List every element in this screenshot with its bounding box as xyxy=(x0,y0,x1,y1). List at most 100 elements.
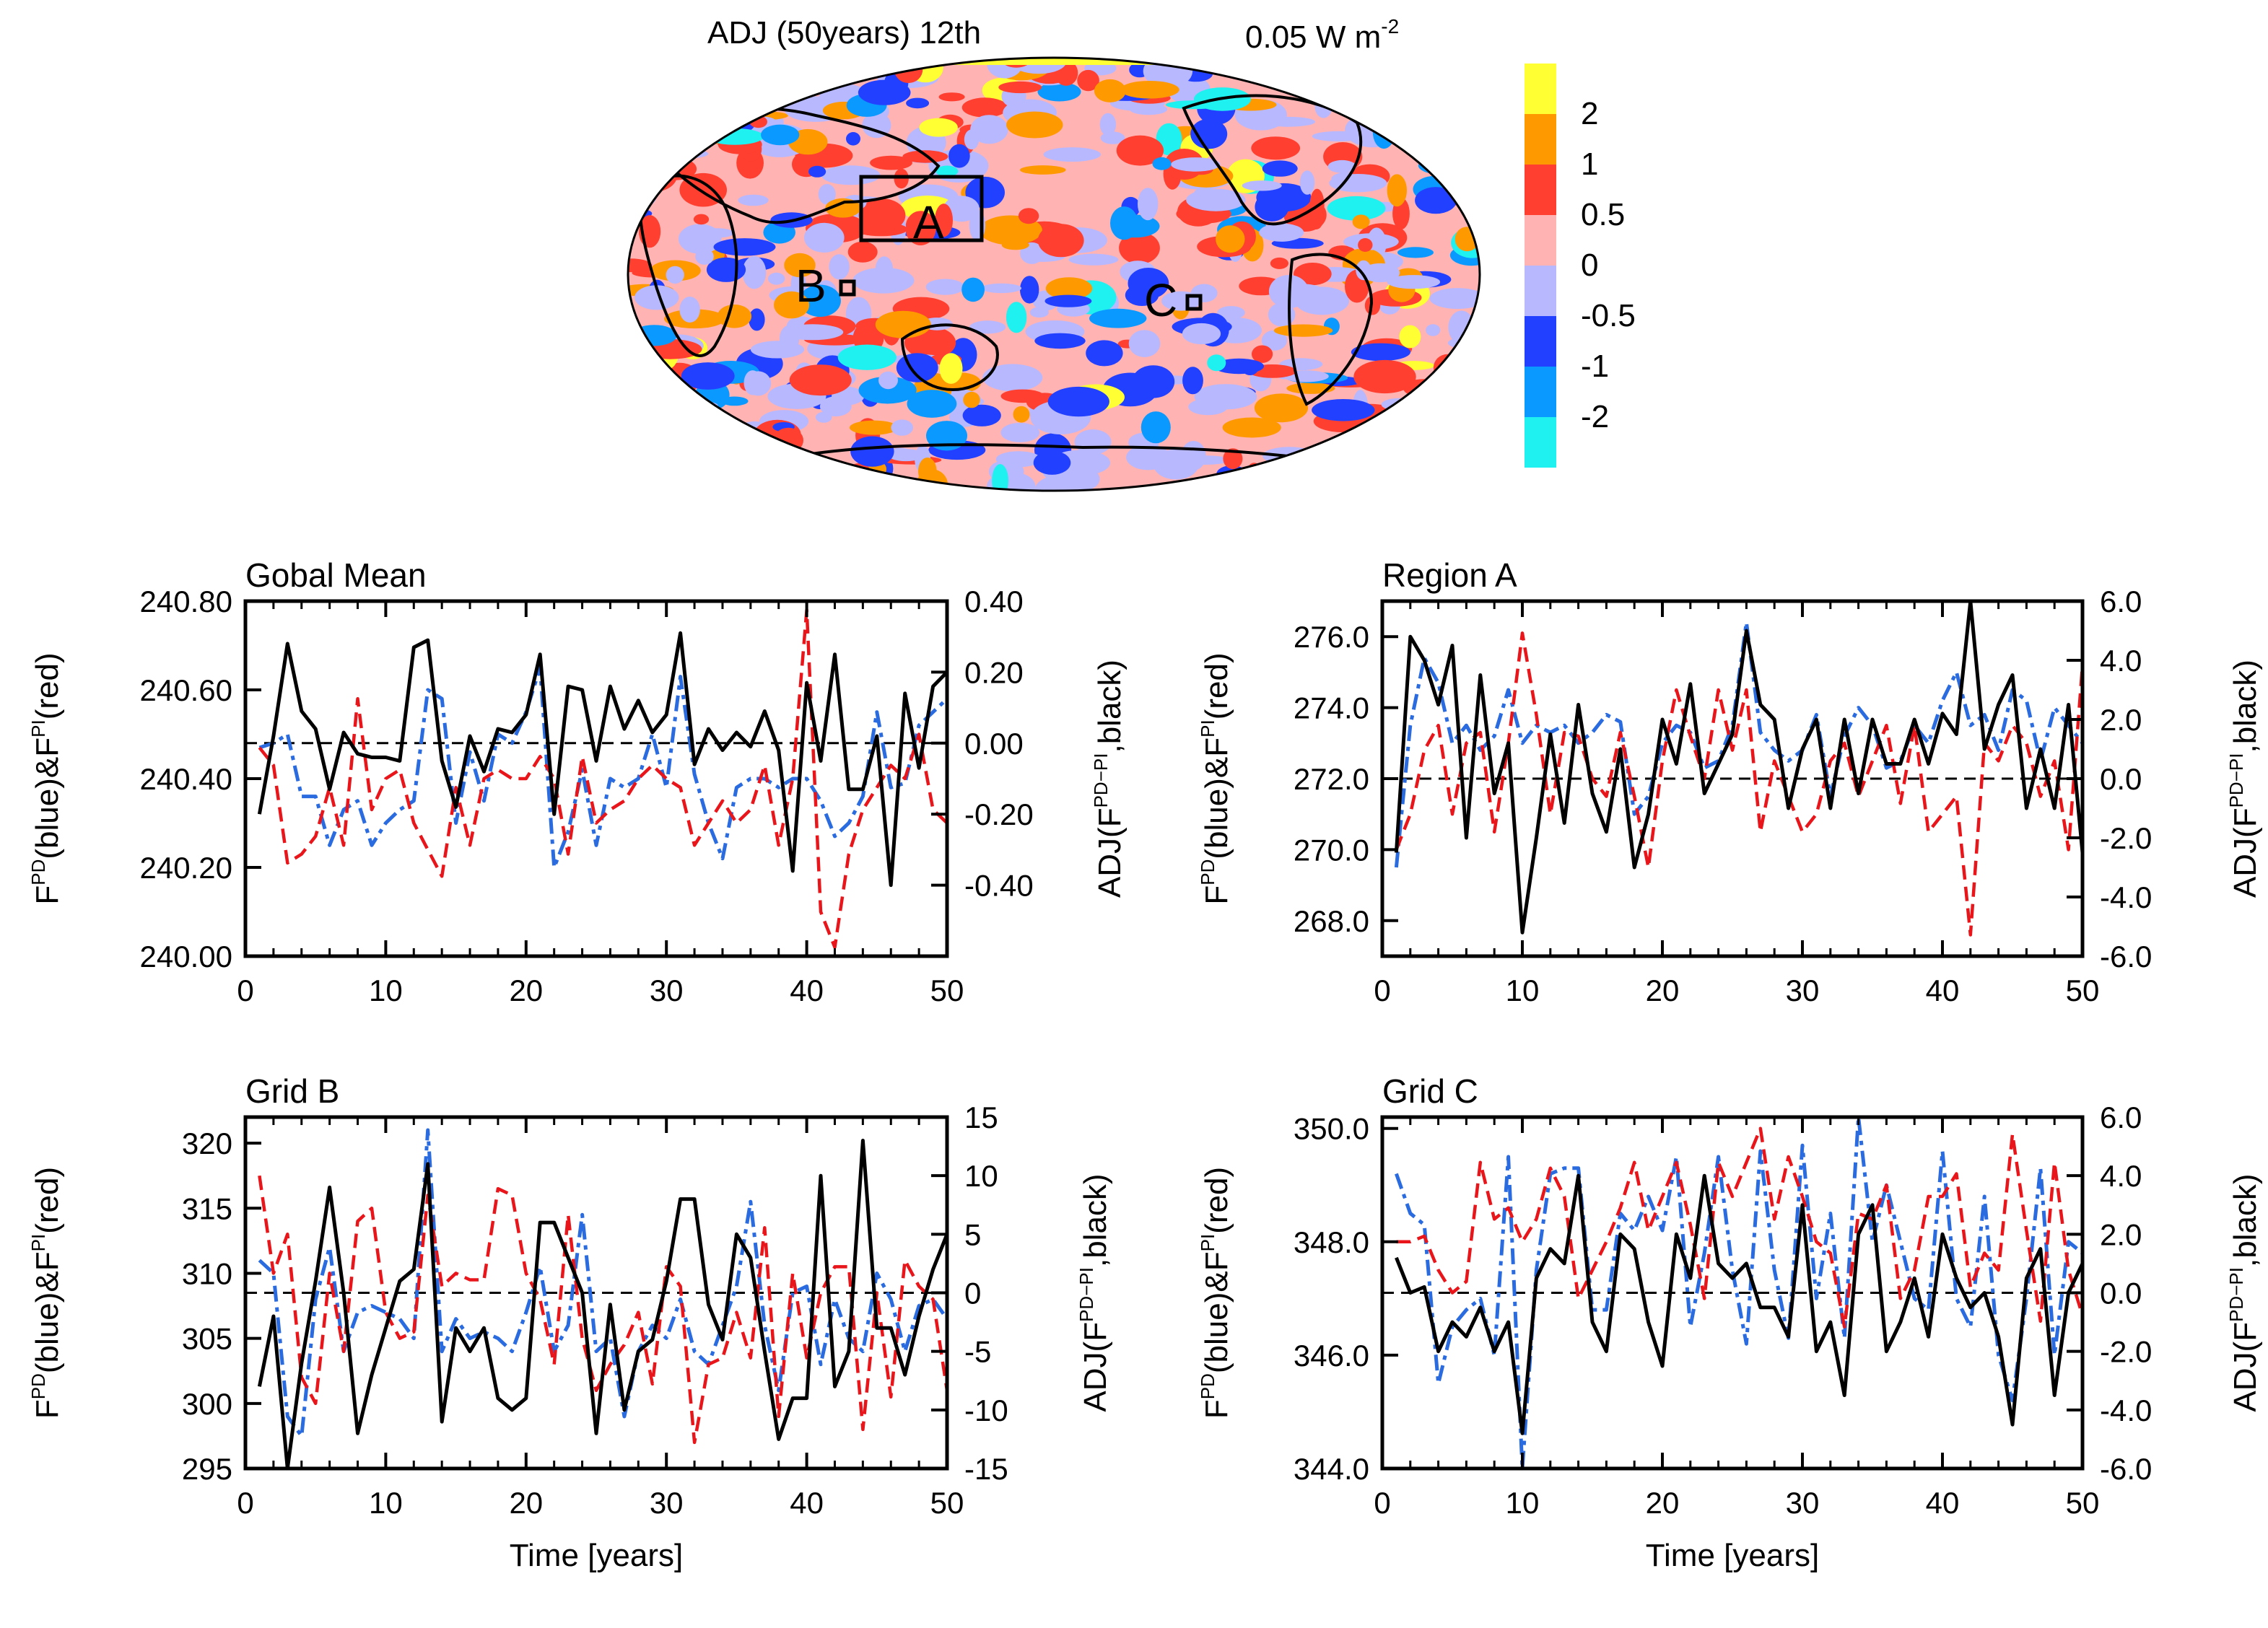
field-blob xyxy=(640,64,681,82)
field-blob xyxy=(821,165,881,185)
right-tick-label: -0.20 xyxy=(964,797,1034,831)
field-blob xyxy=(1262,160,1298,177)
field-blob xyxy=(964,129,980,150)
right-tick-label: 0 xyxy=(964,1277,981,1310)
field-blob xyxy=(808,165,826,178)
series-line-fpi xyxy=(1395,631,2085,937)
field-blob xyxy=(653,132,670,150)
field-blob xyxy=(1000,422,1040,442)
series-line-adj xyxy=(257,631,948,888)
field-blob xyxy=(1273,324,1333,337)
field-blob xyxy=(706,257,746,282)
field-blob xyxy=(1132,365,1175,398)
field-blob xyxy=(829,254,850,280)
right-tick-label: 2.0 xyxy=(2100,703,2142,737)
field-blob xyxy=(1047,386,1109,417)
left-tick-label: 272.0 xyxy=(1294,762,1369,796)
field-blob xyxy=(1430,58,1471,69)
x-axis-title: Time [years] xyxy=(510,1538,683,1573)
right-axis-title: ADJ(FPD−PI,black) xyxy=(1090,660,1128,898)
right-tick-label: -4.0 xyxy=(2100,880,2152,914)
series-line-adj xyxy=(1395,1173,2085,1435)
field-blob xyxy=(1417,118,1442,128)
left-tick-label: 268.0 xyxy=(1294,904,1369,938)
field-blob xyxy=(693,214,710,225)
field-blob xyxy=(1033,450,1071,475)
field-blob xyxy=(1220,58,1241,72)
field-blob xyxy=(896,353,938,382)
field-blob xyxy=(962,404,1001,426)
field-blob xyxy=(1000,389,1044,403)
field-blob xyxy=(811,58,837,76)
right-tick-label: 15 xyxy=(964,1100,998,1134)
field-blob xyxy=(1045,277,1093,300)
field-blob xyxy=(1140,411,1171,444)
field-blob xyxy=(995,451,1041,468)
region-a-box xyxy=(859,175,984,242)
field-blob xyxy=(1392,121,1432,141)
right-tick-label: -0.40 xyxy=(964,869,1034,903)
field-blob xyxy=(1294,263,1332,286)
right-tick-label: 4.0 xyxy=(2100,1159,2142,1193)
colorbar-label: 1 xyxy=(1581,146,1598,182)
field-blob xyxy=(666,266,684,284)
field-blob xyxy=(1001,240,1029,250)
field-blob xyxy=(691,58,743,79)
field-blob xyxy=(767,272,785,285)
global-map: ADJ (50years) 12th 0.05 W m-2 A B C 2 1 0.… xyxy=(627,15,1636,492)
x-tick-label: 20 xyxy=(1646,1486,1680,1520)
field-blob xyxy=(846,132,860,146)
left-tick-label: 346.0 xyxy=(1294,1339,1369,1373)
field-blob xyxy=(1242,180,1282,191)
field-blob xyxy=(1454,352,1480,375)
right-tick-label: -6.0 xyxy=(2100,940,2152,973)
right-tick-label: 5 xyxy=(964,1217,981,1251)
field-blob xyxy=(870,155,912,170)
field-blob xyxy=(938,92,965,102)
field-blob xyxy=(1261,330,1288,351)
field-blob xyxy=(858,198,906,232)
panel-grid-c: Grid C 0 10 20 30 40 50 344.0 346.0 348.0 350.0 -6.… xyxy=(1197,1072,2263,1573)
colorbar-label: -1 xyxy=(1581,349,1609,384)
field-blob xyxy=(697,102,742,121)
field-blob xyxy=(1322,58,1364,84)
field-blob xyxy=(818,184,836,205)
field-blob xyxy=(925,279,964,295)
field-blob xyxy=(1044,294,1092,307)
field-blob xyxy=(858,79,911,105)
map-title: ADJ (50years) 12th xyxy=(707,15,981,51)
panel-title: Grid C xyxy=(1382,1072,1478,1110)
x-tick-label: 0 xyxy=(1374,1486,1390,1520)
right-tick-label: 0.0 xyxy=(2100,1277,2142,1310)
left-tick-label: 240.40 xyxy=(140,762,232,796)
field-blob xyxy=(939,353,963,384)
left-tick-label: 240.80 xyxy=(140,585,232,618)
field-blob xyxy=(837,344,897,370)
field-blob xyxy=(1418,86,1478,121)
x-tick-label: 50 xyxy=(2066,973,2100,1007)
field-blob xyxy=(749,308,765,331)
field-blob xyxy=(905,211,936,245)
series-line-adj xyxy=(257,1139,949,1471)
field-blob xyxy=(672,105,733,134)
x-tick-label: 20 xyxy=(509,1486,543,1520)
field-blob xyxy=(706,473,731,483)
field-blob xyxy=(1094,79,1126,102)
right-tick-label: -2.0 xyxy=(2100,821,2152,855)
x-tick-label: 40 xyxy=(1926,973,1960,1007)
field-blob xyxy=(743,370,762,395)
field-blob xyxy=(628,378,651,394)
right-tick-label: 2.0 xyxy=(2100,1217,2142,1251)
field-blob xyxy=(1460,137,1480,169)
field-blob xyxy=(799,284,841,318)
field-blob xyxy=(682,100,734,131)
colorbar-swatch xyxy=(1525,417,1556,468)
x-tick-label: 50 xyxy=(2066,1486,2100,1520)
right-tick-label: -4.0 xyxy=(2100,1393,2152,1427)
series-line-fpi xyxy=(258,608,948,949)
field-blob xyxy=(1438,395,1464,412)
x-tick-label: 40 xyxy=(790,973,824,1007)
field-blob xyxy=(1309,206,1324,229)
left-tick-label: 320 xyxy=(182,1126,232,1160)
right-tick-label: 6.0 xyxy=(2100,1100,2142,1134)
